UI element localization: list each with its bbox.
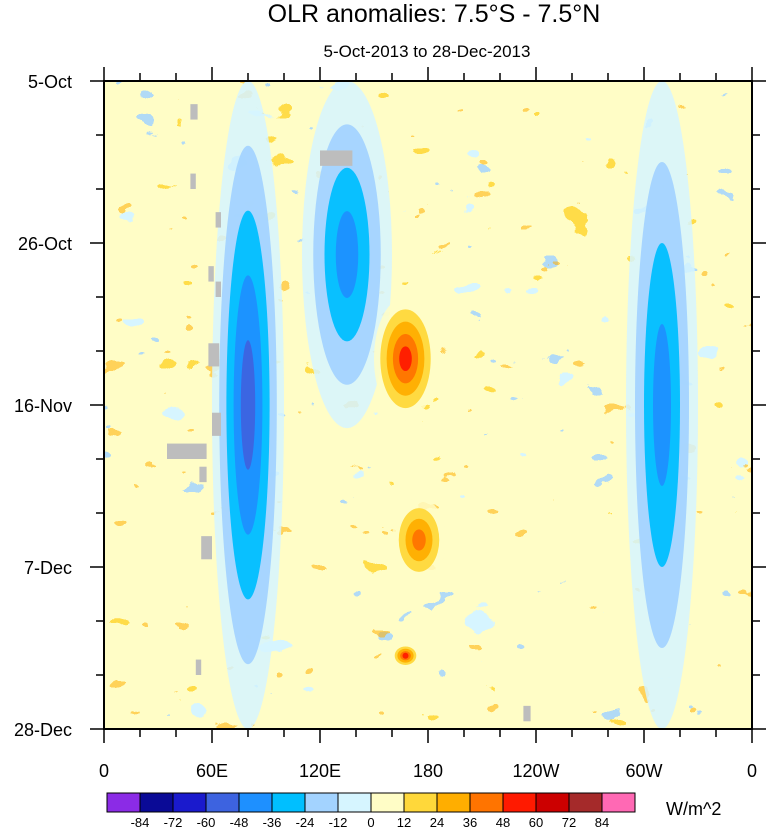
colorbar-swatch (601, 792, 636, 813)
anomaly-field (104, 81, 752, 729)
anomaly-feature (335, 211, 359, 298)
missing-data-patch (212, 412, 221, 436)
anomaly-feature (412, 529, 426, 551)
anomaly-feature (402, 652, 409, 659)
missing-data-patch (523, 705, 531, 722)
missing-data-patch (215, 281, 221, 297)
x-tick-label: 60E (196, 761, 228, 781)
colorbar-swatch (271, 792, 306, 813)
colorbar-swatch (502, 792, 537, 813)
x-tick-label: 120W (512, 761, 559, 781)
x-tick-label: 120E (299, 761, 341, 781)
missing-data-patch (208, 343, 220, 367)
missing-data-patch (201, 536, 212, 560)
colorbar-swatch (337, 792, 372, 813)
anomaly-feature (240, 340, 256, 470)
colorbar-label: -72 (164, 815, 183, 830)
colorbar-label: 72 (562, 815, 576, 830)
anomaly-feature (399, 346, 412, 372)
missing-data-layer (167, 104, 531, 722)
colorbar-swatch (238, 792, 273, 813)
colorbar-swatch (403, 792, 438, 813)
colorbar-swatch (205, 792, 240, 813)
colorbar-swatch (469, 792, 504, 813)
colorbar-label: -36 (263, 815, 282, 830)
x-tick-label: 180 (413, 761, 443, 781)
y-tick-label: 5-Oct (28, 72, 72, 92)
colorbar-label: 24 (430, 815, 444, 830)
colorbar-label: -24 (296, 815, 315, 830)
colorbar-label: -48 (230, 815, 249, 830)
colorbar-label: 0 (367, 815, 374, 830)
plot-area (104, 81, 752, 729)
colorbar-label: 60 (529, 815, 543, 830)
colorbar-label: 84 (595, 815, 609, 830)
colorbar-swatch (172, 792, 207, 813)
colorbar-swatch (304, 792, 339, 813)
y-tick-label: 7-Dec (24, 558, 72, 578)
axis-tick-labels: 0 60E 120E 180 120W 60W 0 5-Oct 26-Oct 16-Nov 7-De… (14, 72, 757, 781)
missing-data-patch (208, 266, 214, 282)
missing-data-patch (190, 104, 198, 120)
chart-title: OLR anomalies: 7.5°S - 7.5°N (268, 0, 601, 28)
missing-data-patch (199, 466, 207, 483)
y-tick-label: 26-Oct (18, 234, 72, 254)
y-tick-label: 28-Dec (14, 720, 72, 740)
colorbar-label: -60 (197, 815, 216, 830)
colorbar-units: W/m^2 (666, 799, 721, 819)
colorbar-swatch (370, 792, 405, 813)
chart-subtitle: 5-Oct-2013 to 28-Dec-2013 (324, 42, 531, 61)
x-tick-label: 0 (747, 761, 757, 781)
x-tick-label: 60W (625, 761, 662, 781)
colorbar: -84 -72 -60 -48 -36 -24 -12 0 12 24 36 48 60 72 84 (106, 792, 636, 830)
colorbar-swatch (568, 792, 603, 813)
colorbar-label: 48 (496, 815, 510, 830)
colorbar-swatch (436, 792, 471, 813)
missing-data-patch (320, 150, 353, 166)
y-tick-label: 16-Nov (14, 396, 72, 416)
missing-data-patch (215, 212, 221, 228)
anomaly-feature (653, 324, 671, 486)
missing-data-patch (195, 659, 202, 675)
colorbar-label: 12 (397, 815, 411, 830)
colorbar-label: 36 (463, 815, 477, 830)
x-tick-label: 0 (99, 761, 109, 781)
colorbar-swatch (535, 792, 570, 813)
colorbar-label: -84 (131, 815, 150, 830)
colorbar-swatch (106, 792, 141, 813)
missing-data-patch (167, 443, 207, 459)
missing-data-patch (190, 173, 196, 189)
axis-ticks (90, 67, 766, 743)
colorbar-swatch (139, 792, 174, 813)
colorbar-label: -12 (329, 815, 348, 830)
